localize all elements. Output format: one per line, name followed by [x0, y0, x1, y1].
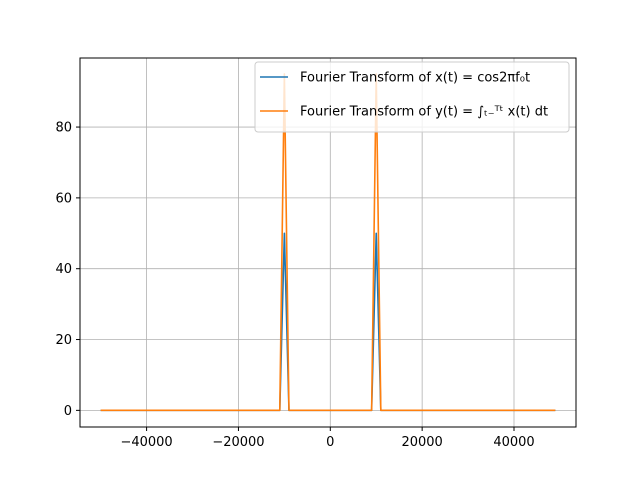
y-tick-label: 0 [64, 404, 72, 419]
x-tick-label: −40000 [120, 435, 172, 450]
legend-label-x-transform: Fourier Transform of x(t) = cos2πf₀t [300, 71, 530, 86]
x-tick-label: −20000 [212, 435, 264, 450]
y-tick-label: 20 [55, 333, 72, 348]
y-axis: 0 20 40 60 80 [55, 121, 80, 419]
series-line-x-transform [100, 232, 556, 412]
y-tick-label: 80 [55, 121, 72, 136]
legend: Fourier Transform of x(t) = cos2πf₀t Fou… [254, 61, 570, 133]
series-line-y-transform [100, 73, 556, 412]
plot-frame [79, 57, 577, 428]
x-tick-label: 0 [326, 435, 334, 450]
legend-box [254, 61, 570, 133]
y-tick-label: 60 [55, 191, 72, 206]
legend-label-y-transform: Fourier Transform of y(t) = ∫ₜ₋ᵀᵗ x(t) d… [300, 105, 548, 120]
series-layer [100, 73, 556, 412]
x-tick-label: 20000 [401, 435, 442, 450]
y-tick-label: 40 [55, 262, 72, 277]
x-tick-label: 40000 [493, 435, 534, 450]
x-axis: −40000 −20000 0 20000 40000 [120, 427, 535, 450]
